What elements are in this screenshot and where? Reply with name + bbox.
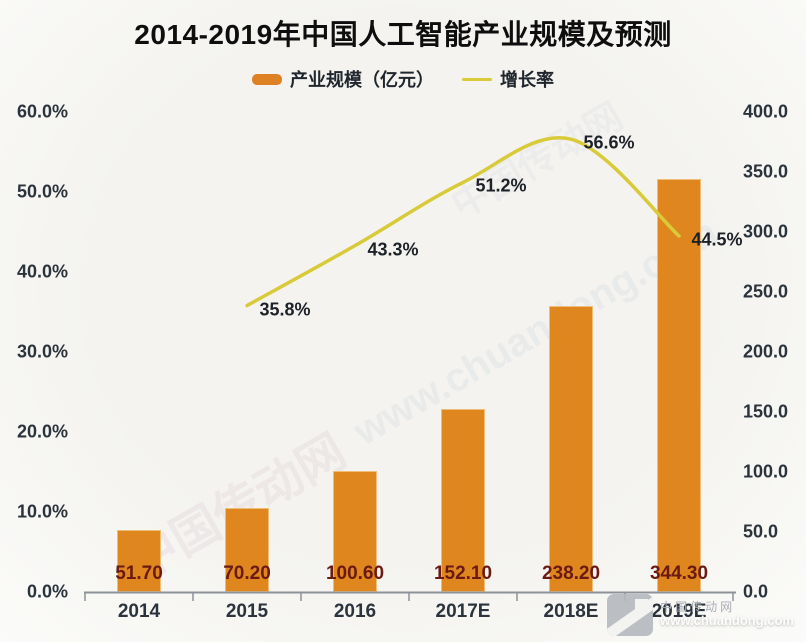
legend: 产业规模（亿元） 增长率 — [0, 66, 806, 92]
y-axis-left-tick-label: 20.0% — [16, 421, 68, 442]
watermark-site-url: www.chuandong.com — [660, 613, 794, 629]
x-axis-category-label: 2017E — [435, 601, 491, 622]
y-axis-right-tick-label: 150.0 — [743, 401, 789, 422]
bar-value-label: 51.70 — [115, 563, 163, 584]
bar-2014 — [117, 529, 161, 592]
legend-label-industry-scale: 产业规模（亿元） — [290, 70, 434, 90]
bar-2015 — [225, 507, 269, 592]
y-axis-left-tick-label: 10.0% — [16, 501, 68, 522]
y-axis-right-tick-label: 400.0 — [743, 101, 789, 122]
growth-rate-label: 43.3% — [367, 239, 419, 260]
watermark-site-name: 中国传动网 — [660, 599, 736, 614]
bar-2016 — [333, 471, 377, 592]
legend-item-growth-rate: 增长率 — [462, 66, 554, 92]
y-axis-right-tick-label: 300.0 — [743, 221, 789, 242]
x-axis-category-label: 2019E — [651, 601, 707, 622]
y-axis-left-tick-label: 40.0% — [16, 261, 68, 282]
growth-rate-line — [245, 136, 681, 308]
y-axis-right-tick-label: 200.0 — [743, 341, 789, 362]
growth-rate-label: 35.8% — [259, 299, 311, 320]
watermark-text: 中国传动网 www.chuandong.com — [660, 599, 794, 630]
bar-value-label: 238.20 — [541, 563, 601, 584]
y-axis-left-tick-label: 30.0% — [16, 341, 68, 362]
y-axis-right-tick-label: 50.0 — [743, 521, 779, 542]
y-axis-left-tick-label: 60.0% — [16, 101, 68, 122]
y-axis-left-tick-label: 50.0% — [16, 181, 68, 202]
bar-value-label: 100.60 — [325, 563, 385, 584]
x-axis-category-label: 2016 — [333, 601, 377, 622]
watermark-brand: 中国传动网 www.chuandong.com — [607, 594, 794, 636]
x-axis-category-label: 2014 — [117, 601, 161, 622]
y-axis-right-tick-label: 250.0 — [743, 281, 789, 302]
bar-value-label: 344.30 — [649, 563, 709, 584]
legend-line-swatch-icon — [462, 77, 492, 81]
growth-rate-label: 51.2% — [475, 175, 527, 196]
x-axis-category-label: 2018E — [543, 601, 599, 622]
growth-rate-label: 56.6% — [583, 132, 635, 153]
bar-value-label: 70.20 — [223, 563, 271, 584]
y-axis-left-tick-label: 0.0% — [26, 581, 68, 602]
chuandong-logo-icon — [607, 594, 654, 636]
chart-title: 2014-2019年中国人工智能产业规模及预测 — [134, 19, 672, 50]
bar-2018E — [549, 306, 593, 592]
legend-bar-swatch-icon — [252, 73, 282, 85]
y-axis-right-tick-label: 0.0 — [743, 581, 769, 602]
legend-item-industry-scale: 产业规模（亿元） — [252, 66, 434, 92]
bar-2017E — [441, 409, 485, 592]
legend-label-growth-rate: 增长率 — [500, 70, 554, 90]
y-axis-right-tick-label: 100.0 — [743, 461, 789, 482]
y-axis-right-tick-label: 350.0 — [743, 161, 789, 182]
x-axis-category-label: 2015 — [225, 601, 269, 622]
bar-value-label: 152.10 — [433, 563, 493, 584]
growth-rate-label: 44.5% — [691, 229, 743, 250]
